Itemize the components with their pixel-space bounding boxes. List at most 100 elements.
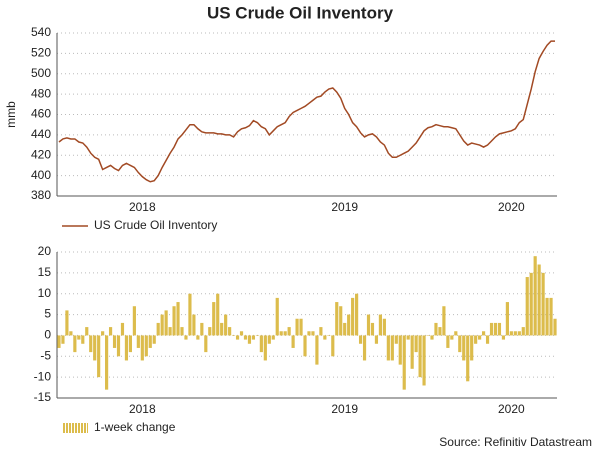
bar (545, 297, 549, 336)
bar (390, 335, 394, 361)
legend-swatch (62, 423, 88, 433)
x-tick-label: 2019 (331, 402, 358, 416)
bar (196, 335, 200, 340)
bar (347, 314, 351, 336)
line (58, 40, 556, 183)
y-tick-label: 460 (31, 107, 51, 121)
y-tick-label: 0 (44, 328, 51, 342)
bar (69, 331, 73, 336)
bar (156, 322, 160, 336)
bar (505, 302, 509, 336)
bar (382, 318, 386, 336)
bar (422, 335, 426, 386)
bar (418, 335, 422, 378)
bar (235, 335, 240, 340)
y-tick-label: 380 (31, 188, 51, 202)
bar (414, 335, 418, 353)
y-tick-label: 500 (31, 66, 51, 80)
bar (172, 306, 176, 336)
y-tick-label: -10 (34, 369, 52, 383)
bar (132, 306, 136, 336)
y-tick-label: 480 (31, 86, 51, 100)
bar (220, 322, 224, 336)
bar (239, 331, 244, 336)
bar (482, 331, 486, 336)
bar (164, 310, 168, 336)
x-tick-label: 2019 (331, 200, 358, 214)
bar (212, 302, 216, 336)
y-tick-label: 400 (31, 168, 51, 182)
bar (283, 331, 287, 336)
bar (224, 314, 228, 336)
bar (402, 335, 406, 390)
bar (176, 302, 180, 336)
bar (77, 335, 81, 340)
bar (311, 331, 315, 336)
bar (61, 335, 65, 344)
bar (533, 256, 537, 336)
bar (192, 314, 196, 336)
x-tick-label: 2020 (498, 200, 525, 214)
bar (493, 322, 498, 336)
bar (128, 335, 132, 353)
bar (243, 335, 248, 340)
bar (228, 327, 232, 336)
bar (497, 322, 502, 336)
bar (509, 331, 513, 336)
bar (81, 335, 85, 344)
bar (434, 322, 438, 336)
chart-title: US Crude Oil Inventory (207, 3, 394, 22)
bar (140, 335, 144, 361)
bar (339, 306, 343, 336)
bar (366, 314, 371, 336)
bar (478, 335, 482, 340)
legend-label: US Crude Oil Inventory (94, 218, 217, 232)
bar (101, 331, 105, 336)
bar (168, 327, 172, 336)
bar (148, 335, 152, 348)
bar (343, 322, 347, 336)
bar (458, 335, 462, 353)
bar (410, 335, 414, 369)
y-tick-label: 520 (31, 46, 51, 60)
bar (430, 335, 434, 340)
bar (521, 327, 525, 336)
bar (89, 335, 93, 353)
bar (180, 327, 184, 336)
y-tick-label: 420 (31, 147, 51, 161)
bar (362, 335, 367, 361)
bar (485, 335, 490, 344)
bar (489, 322, 494, 336)
bar (525, 277, 529, 336)
bar (275, 297, 279, 336)
bar (303, 335, 307, 357)
y-tick-label: -15 (34, 390, 52, 404)
bar (112, 335, 117, 348)
source: Source: Refinitiv Datastream (439, 435, 592, 449)
legend-label: 1-week change (94, 420, 176, 434)
bar (406, 335, 410, 340)
bar (327, 335, 331, 336)
x-tick-label: 2020 (498, 402, 525, 416)
y-axis-label: mmb (4, 101, 18, 128)
bar (374, 335, 379, 344)
bar (65, 310, 69, 336)
x-tick-label: 2018 (129, 200, 156, 214)
bar (136, 335, 140, 348)
bar (446, 335, 450, 348)
bar (271, 335, 275, 340)
y-tick-label: 10 (38, 286, 52, 300)
y-tick-label: 15 (38, 265, 52, 279)
bar (116, 335, 121, 357)
bar (541, 272, 545, 336)
bar (470, 335, 474, 361)
bar (378, 314, 382, 336)
bar (426, 335, 430, 336)
bar (255, 335, 259, 336)
x-tick-label: 2018 (129, 402, 156, 416)
bar (454, 331, 458, 336)
bar (85, 327, 89, 336)
bar (184, 335, 188, 340)
bar (386, 335, 390, 361)
